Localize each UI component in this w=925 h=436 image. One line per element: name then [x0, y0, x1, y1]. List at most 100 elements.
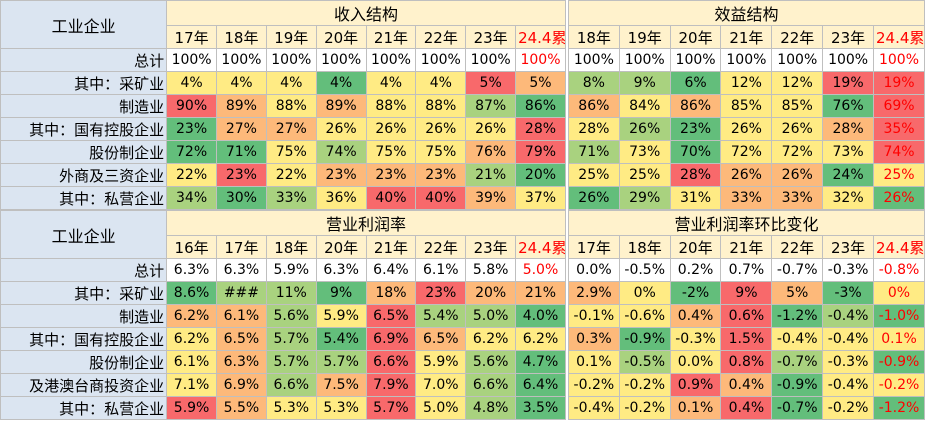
cell: 6.1% [166, 350, 217, 374]
cell: 24% [822, 163, 874, 187]
row-label-text: 其中：国有控股企业 [29, 120, 165, 139]
cell: 73% [822, 140, 874, 164]
row-label-text: 其中：采矿业 [74, 74, 165, 93]
cell: -0.5% [618, 258, 671, 282]
data-row: 外商及三资企业 22% 23% 22% 23% 23% 23% 21% 20% 25% 25% 28%… [0, 163, 925, 187]
cell: 0.2% [669, 258, 722, 282]
row-label-text: 其中：采矿业 [74, 284, 165, 303]
cell: 5.0% [515, 258, 566, 282]
cell: 6.6% [465, 373, 517, 397]
row-label: 及港澳台商投资企业 [0, 373, 168, 397]
cell: 7.1% [166, 373, 217, 397]
cell: 6.6% [365, 350, 417, 374]
column-header: 21年 [365, 235, 417, 259]
cell: 5.9% [415, 350, 467, 374]
row-label: 其中：私营企业 [0, 396, 168, 420]
row-label: 股份制企业 [0, 350, 168, 374]
cell: 71% [567, 140, 620, 164]
row-label-text: 总计 [134, 261, 165, 280]
cell: 28% [567, 117, 620, 141]
data-row: 其中：私营企业 34% 30% 33% 36% 40% 40% 39% 37% 26% 29% 31%… [0, 186, 925, 210]
cell: 25% [618, 163, 671, 187]
row-label-text: 其中：私营企业 [59, 189, 165, 208]
column-header: 22年 [415, 25, 467, 49]
cell: 84% [618, 94, 671, 118]
cell: 26% [771, 117, 824, 141]
group-title: 收入结构 [166, 0, 566, 26]
cell: 5% [771, 281, 824, 305]
cell: 26% [720, 117, 773, 141]
row-label-text: 及港澳台商投资企业 [29, 376, 165, 395]
cell: 4% [166, 71, 217, 95]
cell: 6.9% [216, 373, 267, 397]
row-label: 总计 [0, 48, 168, 72]
column-header: 18年 [567, 25, 620, 49]
row-label: 其中：私营企业 [0, 186, 168, 210]
cell: 22% [265, 163, 317, 187]
data-row: 总计 6.3% 6.3% 5.9% 6.3% 6.4% 6.1% 5.8% 5.0% 0.0% -0… [0, 258, 925, 282]
cell: 37% [515, 186, 566, 210]
cell: 4.7% [515, 350, 566, 374]
cell: 86% [515, 94, 566, 118]
cell: 6.2% [166, 327, 217, 351]
column-header: 22年 [771, 25, 824, 49]
cell: 6.4% [515, 373, 566, 397]
cell: -0.7% [771, 258, 824, 282]
cell: 100% [515, 48, 566, 72]
cell: 35% [873, 117, 925, 141]
cell: 85% [720, 94, 773, 118]
cell: 100% [822, 48, 874, 72]
row-label: 制造业 [0, 304, 168, 328]
data-row: 股份制企业 6.1% 6.3% 5.7% 5.7% 6.6% 5.9% 5.6% 4.7% 0.1… [0, 350, 925, 374]
cell: 5.3% [315, 396, 367, 420]
cell: 4% [315, 71, 367, 95]
cell: 100% [873, 48, 925, 72]
cell: 32% [822, 186, 874, 210]
data-row: 其中：私营企业 5.9% 5.5% 5.3% 5.3% 5.7% 5.0% 4.8% 3.5% -… [0, 396, 925, 420]
cell: 6.3% [315, 258, 367, 282]
cell: 4.0% [515, 304, 566, 328]
cell: 31% [669, 186, 722, 210]
cell: -1.2% [771, 304, 824, 328]
cell: 25% [873, 163, 925, 187]
cell: 5.6% [265, 304, 317, 328]
cell: -0.2% [822, 396, 874, 420]
header-row: 工业企业 收入结构 效益结构 [0, 0, 925, 210]
row-label-text: 其中：国有控股企业 [29, 330, 165, 349]
cell: 0% [873, 281, 925, 305]
cell: 27% [265, 117, 317, 141]
row-label: 外商及三资企业 [0, 163, 168, 187]
cell: 4% [216, 71, 267, 95]
cell: 3.5% [515, 396, 566, 420]
cell: 40% [365, 186, 417, 210]
cell: 100% [265, 48, 317, 72]
cell: -0.2% [618, 373, 671, 397]
cell: 33% [265, 186, 317, 210]
cell: 5.4% [415, 304, 467, 328]
cell: 5.4% [315, 327, 367, 351]
cell: 23% [315, 163, 367, 187]
cell: 2.9% [567, 281, 620, 305]
cell: -0.2% [567, 373, 620, 397]
cell: 76% [465, 140, 517, 164]
cell: 0.9% [669, 373, 722, 397]
cell: 88% [265, 94, 317, 118]
data-row: 其中：国有控股企业 23% 27% 27% 26% 26% 26% 26% 28% 28% 26% 2… [0, 117, 925, 141]
cell: 7.5% [315, 373, 367, 397]
cell: -0.4% [771, 327, 824, 351]
column-header: 20年 [669, 25, 722, 49]
cell: 100% [365, 48, 417, 72]
cell: 76% [822, 94, 874, 118]
cell: 79% [515, 140, 566, 164]
cell: -0.5% [618, 350, 671, 374]
data-row: 及港澳台商投资企业 7.1% 6.9% 6.6% 7.5% 7.9% 7.0% 6.6% 6.4… [0, 373, 925, 397]
column-header: 20年 [315, 235, 367, 259]
row-label: 制造业 [0, 94, 168, 118]
cell: 72% [771, 140, 824, 164]
cell: 5.0% [415, 396, 467, 420]
cell: 8.6% [166, 281, 217, 305]
cell: 26% [365, 117, 417, 141]
column-header: 19年 [618, 25, 671, 49]
cell: 100% [771, 48, 824, 72]
cell: 34% [166, 186, 217, 210]
